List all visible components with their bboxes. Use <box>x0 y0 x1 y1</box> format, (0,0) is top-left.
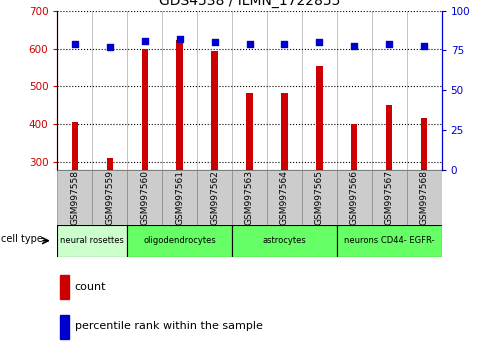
Text: neurons CD44- EGFR-: neurons CD44- EGFR- <box>344 236 435 245</box>
Bar <box>316 66 322 276</box>
Point <box>211 40 219 45</box>
Title: GDS4538 / ILMN_1722855: GDS4538 / ILMN_1722855 <box>159 0 340 8</box>
Point <box>315 40 323 45</box>
Bar <box>337 170 372 225</box>
Bar <box>127 170 162 225</box>
Bar <box>302 170 337 225</box>
Text: GSM997566: GSM997566 <box>350 170 359 225</box>
Bar <box>197 170 232 225</box>
Text: GSM997560: GSM997560 <box>140 170 149 225</box>
Text: count: count <box>75 282 106 292</box>
Bar <box>337 225 442 257</box>
Text: GSM997564: GSM997564 <box>280 170 289 225</box>
Text: oligodendrocytes: oligodendrocytes <box>143 236 216 245</box>
Text: astrocytes: astrocytes <box>262 236 306 245</box>
Point <box>246 41 253 47</box>
Bar <box>421 118 427 276</box>
Bar <box>351 124 357 276</box>
Bar <box>386 105 392 276</box>
Bar <box>92 170 127 225</box>
Point <box>176 36 184 42</box>
Bar <box>232 225 337 257</box>
Text: GSM997558: GSM997558 <box>70 170 79 225</box>
Text: GSM997562: GSM997562 <box>210 170 219 225</box>
Text: GSM997559: GSM997559 <box>105 170 114 225</box>
Bar <box>127 225 232 257</box>
Bar <box>142 48 148 276</box>
Bar <box>407 170 442 225</box>
Text: GSM997563: GSM997563 <box>245 170 254 225</box>
Text: neural rosettes: neural rosettes <box>60 236 124 245</box>
Text: GSM997561: GSM997561 <box>175 170 184 225</box>
Bar <box>107 158 113 276</box>
Text: percentile rank within the sample: percentile rank within the sample <box>75 321 263 331</box>
Bar <box>212 51 218 276</box>
Bar <box>281 93 287 276</box>
Point <box>280 41 288 47</box>
Bar <box>72 122 78 276</box>
Bar <box>57 225 127 257</box>
Bar <box>232 170 267 225</box>
Text: GSM997568: GSM997568 <box>420 170 429 225</box>
Bar <box>60 275 69 299</box>
Point <box>141 38 149 44</box>
Point <box>385 41 393 47</box>
Point <box>420 43 428 48</box>
Bar <box>57 170 92 225</box>
Text: GSM997565: GSM997565 <box>315 170 324 225</box>
Point <box>71 41 79 47</box>
Bar <box>372 170 407 225</box>
Bar <box>162 170 197 225</box>
Bar <box>247 93 252 276</box>
Text: GSM997567: GSM997567 <box>385 170 394 225</box>
Bar <box>267 170 302 225</box>
Bar <box>60 315 69 338</box>
Point <box>350 43 358 48</box>
Bar <box>177 40 183 276</box>
Text: cell type: cell type <box>1 234 43 244</box>
Point <box>106 45 114 50</box>
